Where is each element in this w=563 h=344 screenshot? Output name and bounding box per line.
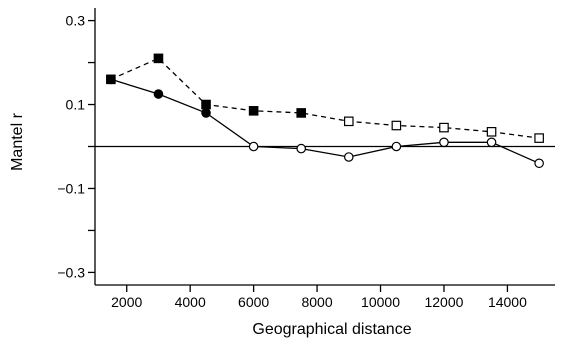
circle-point <box>439 137 449 148</box>
x-tick-label: 4000 <box>175 294 206 310</box>
x-tick-label: 2000 <box>111 294 142 310</box>
y-tick-label: 0.3 <box>66 13 86 29</box>
y-tick-label: −0.1 <box>57 180 85 196</box>
circle-point <box>391 141 402 152</box>
y-tick-label: −0.3 <box>57 264 85 280</box>
x-tick-label: 10000 <box>361 294 400 310</box>
x-tick-label: 6000 <box>238 294 269 310</box>
series-line-square <box>110 57 540 139</box>
y-tick-label: 0.1 <box>66 97 86 113</box>
square-point <box>153 53 164 64</box>
circle-point <box>486 137 497 148</box>
circle-point <box>534 158 544 169</box>
square-point <box>486 127 497 137</box>
axes: −0.3 −0.1 0.1 0.3 2000 4000 6000 8000 10000 12000… <box>57 8 555 310</box>
y-axis-title: Mantel r <box>9 112 26 170</box>
series-circle <box>106 74 544 169</box>
square-point <box>296 108 307 118</box>
series-square <box>106 53 544 143</box>
circle-point <box>248 141 259 152</box>
series <box>106 53 544 169</box>
square-point <box>248 106 259 116</box>
square-point <box>391 120 402 131</box>
x-tick-label: 14000 <box>488 294 527 310</box>
series-line-circle <box>110 78 540 164</box>
x-tick-label: 8000 <box>301 294 332 310</box>
square-point <box>343 116 354 127</box>
square-point <box>439 122 449 133</box>
circle-point <box>201 108 211 118</box>
square-point <box>534 133 544 143</box>
x-axis-title: Geographical distance <box>252 321 411 338</box>
circle-point <box>153 89 164 99</box>
circle-point <box>296 143 307 154</box>
x-tick-label: 12000 <box>424 294 463 310</box>
square-point <box>201 99 211 110</box>
square-point <box>106 74 116 85</box>
circle-point <box>343 152 354 162</box>
